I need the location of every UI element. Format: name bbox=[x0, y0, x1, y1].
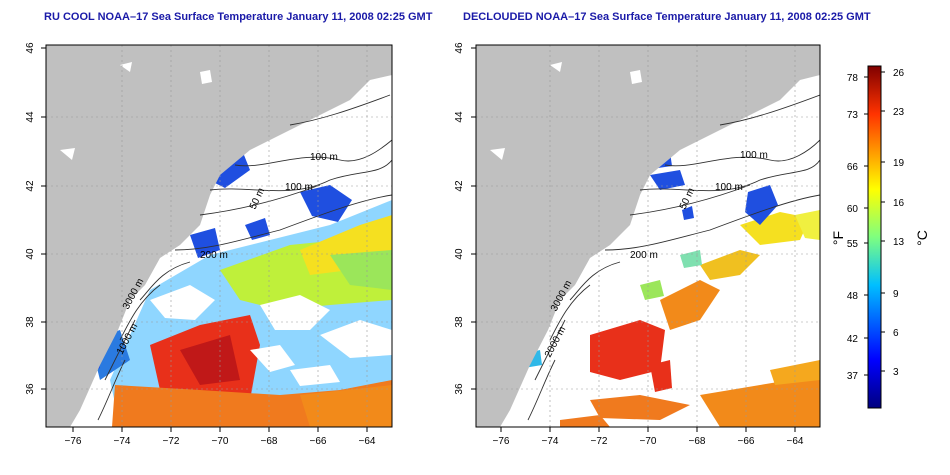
c-tick-label: 13 bbox=[893, 237, 905, 248]
contour-label: 200 m bbox=[630, 250, 658, 261]
x-tick-label: −74 bbox=[542, 436, 559, 447]
c-tick-label: 3 bbox=[893, 367, 899, 378]
x-tick-label: −70 bbox=[640, 436, 657, 447]
x-tick-label: −70 bbox=[212, 436, 229, 447]
f-tick-label: 73 bbox=[847, 110, 859, 121]
left-depth-contours bbox=[97, 94, 392, 421]
y-tick-label: 42 bbox=[25, 180, 36, 192]
c-tick-label: 26 bbox=[893, 68, 905, 79]
y-tick-label: 46 bbox=[25, 42, 36, 54]
c-tick-label: 19 bbox=[893, 158, 905, 169]
left-cloud-mask bbox=[46, 285, 392, 427]
y-tick-label: 46 bbox=[454, 42, 465, 54]
x-tick-label: −72 bbox=[591, 436, 608, 447]
contour-label: 100 m bbox=[285, 182, 313, 193]
c-tick-label: 16 bbox=[893, 198, 905, 209]
left-map-border bbox=[45, 44, 393, 428]
f-tick-label: 78 bbox=[847, 73, 859, 84]
right-land bbox=[476, 45, 820, 427]
f-tick-label: 55 bbox=[847, 239, 859, 250]
x-tick-label: −66 bbox=[738, 436, 755, 447]
x-tick-label: −66 bbox=[310, 436, 327, 447]
f-tick-label: 42 bbox=[847, 334, 859, 345]
x-tick-label: −74 bbox=[114, 436, 131, 447]
contour-label: 200 m bbox=[200, 250, 228, 261]
right-lakes bbox=[490, 62, 642, 160]
y-tick-label: 36 bbox=[454, 383, 465, 395]
fahrenheit-unit-label: °F bbox=[830, 231, 846, 245]
contour-label: 100 m bbox=[740, 150, 768, 161]
x-tick-label: −64 bbox=[787, 436, 804, 447]
celsius-tick-labels: 26 23 19 16 13 9 6 3 bbox=[893, 68, 905, 378]
c-tick-label: 9 bbox=[893, 289, 899, 300]
x-tick-label: −64 bbox=[359, 436, 376, 447]
left-lakes bbox=[60, 62, 212, 160]
left-axis-tick-marks bbox=[41, 47, 368, 432]
right-map-panel: 100 m 100 m 200 m 50 m 2000 m 3000 m bbox=[454, 42, 821, 447]
y-tick-label: 44 bbox=[454, 111, 465, 123]
celsius-unit-label: °C bbox=[914, 230, 930, 246]
x-tick-label: −72 bbox=[163, 436, 180, 447]
contour-label: 100 m bbox=[715, 182, 743, 193]
y-tick-label: 40 bbox=[454, 248, 465, 260]
c-tick-label: 23 bbox=[893, 107, 905, 118]
y-tick-label: 40 bbox=[25, 248, 36, 260]
right-axis-tick-marks bbox=[471, 47, 796, 432]
f-tick-label: 37 bbox=[847, 371, 859, 382]
x-tick-label: −68 bbox=[689, 436, 706, 447]
left-map-panel: 100 m 100 m 200 m 50 m 1000 m 3000 m bbox=[25, 42, 393, 447]
left-panel-title: RU COOL NOAA–17 Sea Surface Temperature … bbox=[44, 11, 433, 23]
x-tick-label: −68 bbox=[261, 436, 278, 447]
colorbar-gradient bbox=[867, 65, 882, 409]
left-x-tick-labels: −76 −74 −72 −70 −68 −66 −64 bbox=[65, 436, 376, 447]
contour-label: 100 m bbox=[310, 152, 338, 163]
c-tick-label: 6 bbox=[893, 328, 899, 339]
colorbar-tick-marks bbox=[864, 71, 885, 376]
right-grid bbox=[476, 45, 820, 427]
y-tick-label: 36 bbox=[25, 383, 36, 395]
y-tick-label: 38 bbox=[454, 316, 465, 328]
y-tick-label: 42 bbox=[454, 180, 465, 192]
left-y-tick-labels: 36 38 40 42 44 46 bbox=[25, 42, 36, 395]
f-tick-label: 60 bbox=[847, 204, 859, 215]
y-tick-label: 44 bbox=[25, 111, 36, 123]
left-land bbox=[46, 45, 392, 427]
right-panel-title: DECLOUDED NOAA–17 Sea Surface Temperatur… bbox=[463, 11, 871, 23]
x-tick-label: −76 bbox=[65, 436, 82, 447]
right-y-tick-labels: 36 38 40 42 44 46 bbox=[454, 42, 465, 395]
left-grid bbox=[46, 45, 392, 427]
f-tick-label: 66 bbox=[847, 162, 859, 173]
right-x-tick-labels: −76 −74 −72 −70 −68 −66 −64 bbox=[493, 436, 804, 447]
colorbar: 78 73 66 60 55 48 42 37 26 23 19 16 13 9… bbox=[830, 65, 930, 409]
right-sst-patches bbox=[520, 210, 820, 427]
f-tick-label: 48 bbox=[847, 291, 859, 302]
x-tick-label: −76 bbox=[493, 436, 510, 447]
y-tick-label: 38 bbox=[25, 316, 36, 328]
fahrenheit-tick-labels: 78 73 66 60 55 48 42 37 bbox=[847, 73, 859, 382]
